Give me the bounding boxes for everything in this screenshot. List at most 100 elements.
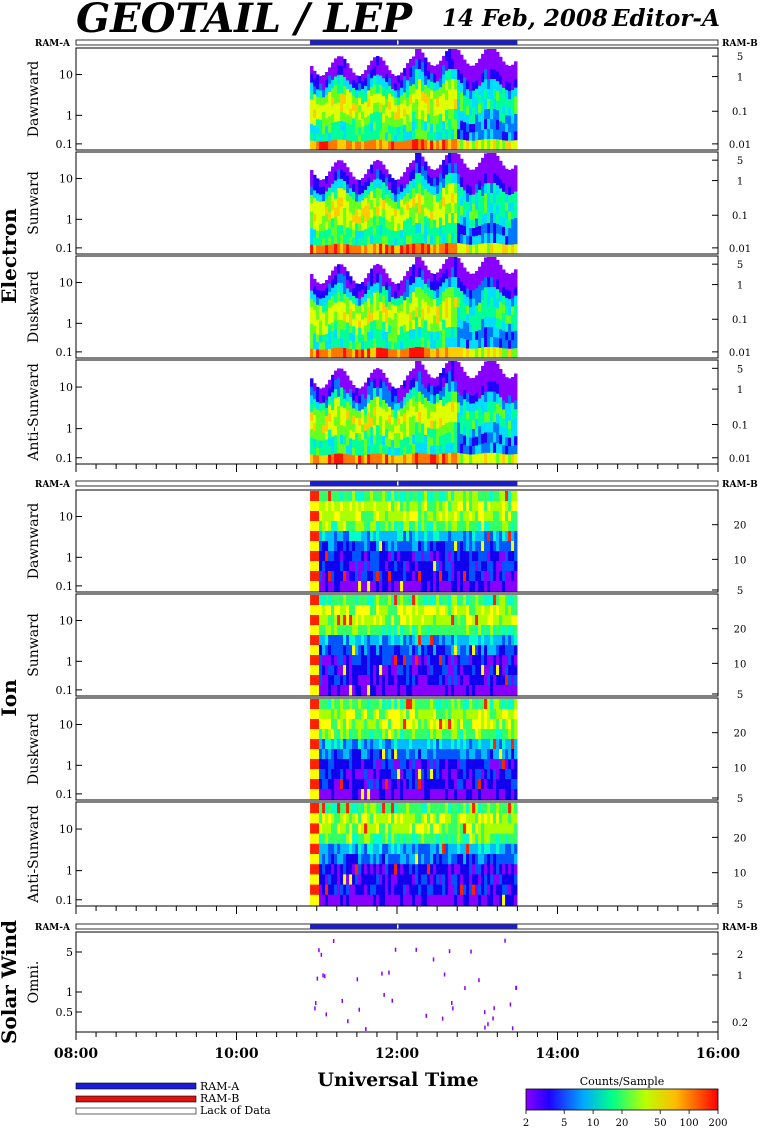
heat-cell <box>457 452 461 464</box>
heat-cell <box>487 183 491 194</box>
heat-cell <box>463 749 467 760</box>
heat-cell <box>331 491 335 502</box>
heat-cell <box>388 422 392 432</box>
heat-cell <box>367 521 371 532</box>
heat-cell <box>346 131 350 141</box>
heat-cell <box>445 749 449 760</box>
heat-cell <box>340 368 344 379</box>
heat-cell <box>442 675 446 686</box>
heat-cell <box>448 709 452 720</box>
heat-cell <box>412 541 416 552</box>
heat-cell <box>484 491 488 502</box>
heat-cell <box>415 361 419 372</box>
heat-cell <box>331 615 335 626</box>
heat-cell <box>367 779 371 790</box>
heat-cell <box>457 759 461 770</box>
heat-cell <box>358 194 362 203</box>
heat-cell <box>478 180 482 191</box>
heat-cell <box>313 551 317 562</box>
heat-cell <box>385 244 389 254</box>
heat-cell <box>352 103 356 112</box>
right-tick-label: 20 <box>734 521 747 532</box>
heat-cell <box>349 380 353 390</box>
heat-cell <box>445 337 449 348</box>
heat-cell <box>367 729 371 740</box>
heat-cell <box>442 102 446 113</box>
heat-cell <box>463 541 467 552</box>
heat-cell <box>400 385 404 394</box>
heat-cell <box>448 759 452 770</box>
heat-cell <box>448 337 452 348</box>
heat-cell <box>406 97 410 107</box>
heat-cell <box>409 131 413 141</box>
heat-cell <box>433 605 437 616</box>
heat-cell <box>445 719 449 730</box>
heat-cell <box>328 581 332 592</box>
heat-cell <box>454 139 458 150</box>
heat-cell <box>391 635 395 646</box>
heat-cell <box>316 541 320 552</box>
heat-cell <box>508 699 512 710</box>
heat-cell <box>469 323 473 333</box>
heat-cell <box>373 541 377 552</box>
heat-cell <box>445 561 449 572</box>
heat-cell <box>451 163 455 174</box>
heat-cell <box>352 87 356 97</box>
heat-cell <box>439 427 443 437</box>
heat-cell <box>445 443 449 454</box>
heat-cell <box>325 491 329 502</box>
heat-cell <box>463 163 467 174</box>
heat-cell <box>310 170 314 179</box>
heat-cell <box>472 219 476 229</box>
heat-cell <box>415 401 419 413</box>
heat-cell <box>391 193 395 202</box>
heat-cell <box>514 605 518 616</box>
heat-cell <box>514 595 518 606</box>
heat-cell <box>511 90 515 99</box>
heat-cell <box>460 224 464 235</box>
heat-cell <box>358 571 362 582</box>
heat-cell <box>412 329 416 340</box>
heat-cell <box>475 210 479 220</box>
heat-cell <box>475 339 479 349</box>
heat-cell <box>403 413 407 423</box>
heat-cell <box>382 104 386 115</box>
heat-cell <box>454 89 458 100</box>
heat-cell <box>412 406 416 417</box>
heat-cell <box>493 571 497 582</box>
heat-cell <box>310 511 314 522</box>
heat-cell <box>433 90 437 100</box>
heat-cell <box>385 331 389 341</box>
heat-cell <box>364 398 368 408</box>
heat-cell <box>448 452 452 464</box>
heat-cell <box>430 420 434 430</box>
heat-cell <box>421 645 425 656</box>
heat-cell <box>400 779 404 790</box>
heat-cell <box>322 387 326 396</box>
heat-cell <box>451 119 455 130</box>
heat-cell <box>487 655 491 666</box>
heat-cell <box>496 383 500 395</box>
heat-cell <box>463 625 467 636</box>
heat-cell <box>463 571 467 582</box>
heat-cell <box>484 551 488 562</box>
heat-cell <box>439 217 443 228</box>
heat-cell <box>457 317 461 328</box>
heat-cell <box>355 455 359 464</box>
heat-cell <box>310 66 314 75</box>
heat-cell <box>409 380 413 391</box>
heat-cell <box>463 435 467 446</box>
heat-cell <box>424 769 428 780</box>
heat-cell <box>499 170 503 180</box>
heat-cell <box>319 298 323 307</box>
heat-cell <box>373 779 377 790</box>
heat-cell <box>499 160 503 171</box>
heat-cell <box>358 595 362 606</box>
heat-cell <box>454 99 458 110</box>
heat-cell <box>361 615 365 626</box>
heat-cell <box>487 675 491 686</box>
heat-cell <box>310 823 314 835</box>
heat-cell <box>508 378 512 388</box>
heat-cell <box>424 521 428 532</box>
heat-cell <box>466 244 470 254</box>
